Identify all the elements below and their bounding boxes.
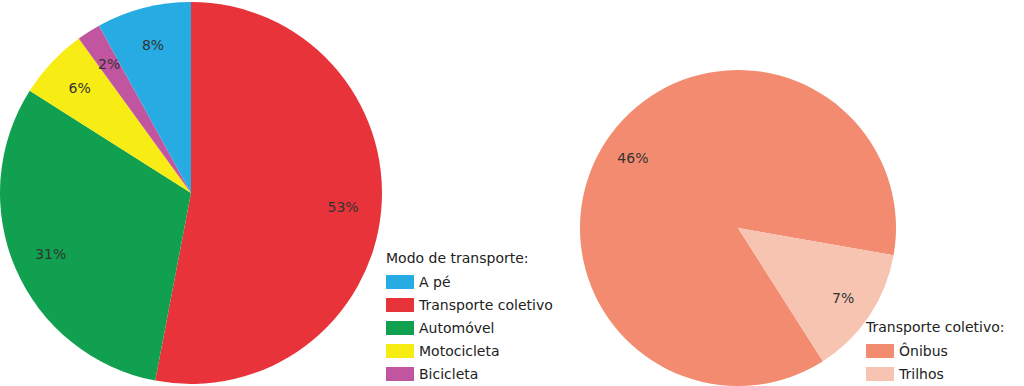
legend-label: Motocicleta (419, 343, 500, 359)
legend-swatch (386, 321, 414, 335)
legend-swatch (866, 344, 894, 358)
slices (580, 70, 896, 386)
legend: Transporte coletivo: Ônibus Trilhos (865, 319, 1004, 382)
legend-swatch (386, 298, 414, 312)
data-label: 46% (617, 150, 648, 166)
pie-chart: 53% 31% 6% 2% 8% Modo de transporte: A pé Trans… (0, 2, 553, 384)
legend-item: Automóvel (386, 320, 495, 336)
legend-label: Transporte coletivo (418, 297, 553, 313)
legend-item: Bicicleta (386, 366, 478, 382)
legend-title: Transporte coletivo: (865, 319, 1004, 335)
legend-item: A pé (386, 274, 451, 290)
legend-swatch (386, 344, 414, 358)
chart-canvas: 53% 31% 6% 2% 8% Modo de transporte: A pé Trans… (0, 0, 1024, 386)
legend-item: Trilhos (866, 366, 944, 382)
legend-label: Ônibus (899, 342, 948, 359)
data-labels: 53% 31% 6% 2% 8% (35, 37, 358, 262)
legend-label: A pé (419, 274, 451, 290)
pie-slice (738, 228, 894, 361)
data-label: 53% (328, 199, 359, 215)
data-labels: 46% 7% (617, 150, 854, 306)
slices (0, 2, 382, 384)
legend: Modo de transporte: A pé Transporte coleti… (386, 250, 553, 382)
legend-item: Ônibus (866, 342, 948, 359)
pie-slice (99, 2, 191, 193)
data-label: 7% (832, 290, 854, 306)
legend-swatch (386, 367, 414, 381)
legend-item: Motocicleta (386, 343, 500, 359)
legend-label: Trilhos (898, 366, 944, 382)
data-label: 31% (35, 246, 66, 262)
legend-label: Automóvel (419, 320, 495, 336)
data-label: 8% (142, 37, 164, 53)
pie-slice (580, 70, 896, 386)
legend-title: Modo de transporte: (386, 250, 529, 266)
legend-item: Transporte coletivo (386, 297, 553, 313)
legend-label: Bicicleta (419, 366, 478, 382)
data-label: 2% (98, 56, 120, 72)
legend-swatch (386, 275, 414, 289)
data-label: 6% (69, 80, 91, 96)
legend-swatch (866, 367, 894, 381)
pie-chart: 46% 7% Transporte coletivo: Ônibus Trilhos (580, 70, 1004, 386)
